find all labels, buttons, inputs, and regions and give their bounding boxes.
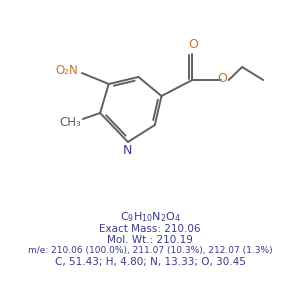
Text: N: N [123,144,133,157]
Text: O: O [188,38,198,51]
Text: O₂N: O₂N [55,64,78,76]
Text: Mol. Wt.: 210.19: Mol. Wt.: 210.19 [107,235,193,245]
Text: C, 51.43; H, 4.80; N, 13.33; O, 30.45: C, 51.43; H, 4.80; N, 13.33; O, 30.45 [55,257,245,267]
Text: Exact Mass: 210.06: Exact Mass: 210.06 [99,224,201,234]
Text: O: O [217,73,227,85]
Text: m/e: 210.06 (100.0%), 211.07 (10.3%), 212.07 (1.3%): m/e: 210.06 (100.0%), 211.07 (10.3%), 21… [28,247,272,256]
Text: CH₃: CH₃ [59,116,81,128]
Text: C$_9$H$_{10}$N$_2$O$_4$: C$_9$H$_{10}$N$_2$O$_4$ [120,210,180,224]
